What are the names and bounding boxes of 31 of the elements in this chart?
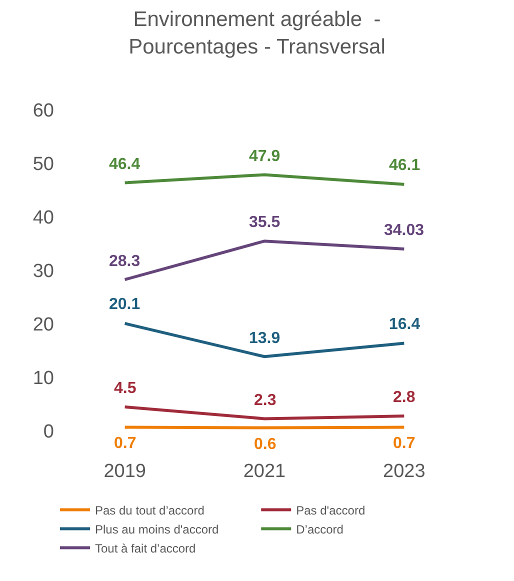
data-label: 0.6 bbox=[254, 436, 276, 453]
y-tick-label: 40 bbox=[32, 208, 54, 229]
data-label: 20.1 bbox=[109, 296, 140, 313]
data-label: 28.3 bbox=[109, 253, 140, 270]
data-label: 2.3 bbox=[254, 392, 276, 409]
data-label: 2.8 bbox=[393, 389, 416, 406]
legend-label: Plus au moins d'accord bbox=[95, 522, 219, 536]
chart-title: Environnement agréable - Pourcentages - Transversal bbox=[128, 8, 386, 58]
data-label: 0.7 bbox=[114, 435, 136, 452]
x-tick-label: 2023 bbox=[383, 460, 426, 482]
data-label: 0.7 bbox=[393, 435, 416, 452]
data-label: 46.1 bbox=[389, 157, 420, 174]
data-label: 47.9 bbox=[249, 148, 280, 165]
data-label: 35.5 bbox=[249, 214, 280, 231]
legend-label: Pas du tout d’accord bbox=[95, 503, 204, 518]
y-tick-label: 30 bbox=[32, 261, 54, 282]
data-label: 13.9 bbox=[249, 330, 280, 347]
x-tick-label: 2019 bbox=[104, 460, 146, 482]
data-label: 34.03 bbox=[384, 222, 424, 239]
legend-label: Tout à fait d’accord bbox=[95, 541, 196, 556]
legend-label: Pas d'accord bbox=[296, 503, 366, 518]
y-tick-label: 0 bbox=[43, 422, 54, 443]
legend-label: D’accord bbox=[296, 522, 344, 536]
y-tick-label: 10 bbox=[32, 368, 54, 390]
y-tick-label: 60 bbox=[32, 100, 54, 122]
data-label: 46.4 bbox=[109, 156, 140, 173]
data-label: 4.5 bbox=[114, 380, 136, 397]
y-tick-label: 20 bbox=[32, 314, 54, 336]
data-label: 16.4 bbox=[389, 316, 420, 333]
x-tick-label: 2021 bbox=[243, 460, 286, 482]
y-tick-label: 50 bbox=[32, 154, 54, 176]
